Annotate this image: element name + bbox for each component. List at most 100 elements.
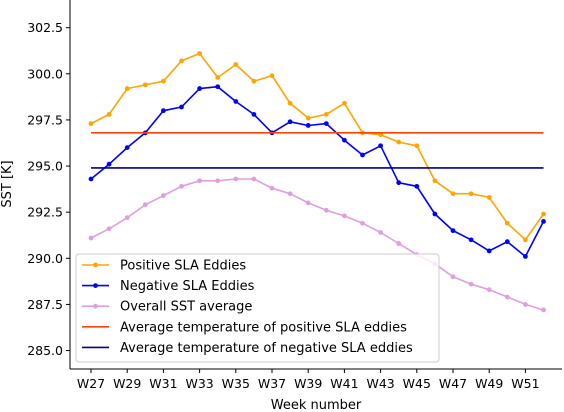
x-tick-label: W51 bbox=[511, 376, 539, 391]
x-tick-label: W39 bbox=[294, 376, 322, 391]
data-point bbox=[378, 143, 383, 149]
data-point bbox=[504, 239, 510, 245]
x-tick-label: W31 bbox=[149, 376, 177, 391]
data-point bbox=[124, 145, 130, 151]
data-point bbox=[486, 248, 492, 254]
data-point bbox=[396, 241, 402, 246]
data-point bbox=[342, 213, 347, 219]
series-0 bbox=[88, 51, 546, 243]
data-point bbox=[468, 191, 474, 197]
data-point bbox=[179, 104, 184, 110]
data-point bbox=[287, 100, 293, 106]
legend-label: Average temperature of positive SLA eddi… bbox=[120, 320, 407, 335]
legend-box bbox=[75, 253, 440, 363]
data-point bbox=[161, 193, 166, 198]
data-point bbox=[197, 86, 203, 91]
data-point bbox=[523, 254, 528, 259]
y-tick-label: 302.5 bbox=[27, 20, 63, 35]
x-tick-label: W29 bbox=[113, 376, 141, 391]
x-tick-label: W33 bbox=[185, 376, 213, 391]
data-point bbox=[269, 73, 275, 79]
data-point bbox=[124, 86, 130, 91]
data-point bbox=[504, 294, 510, 300]
data-point bbox=[161, 78, 166, 84]
series-1 bbox=[88, 84, 546, 259]
y-tick-label: 290.0 bbox=[27, 251, 63, 266]
series-2 bbox=[88, 176, 546, 313]
data-point bbox=[197, 51, 203, 56]
data-point bbox=[305, 115, 311, 121]
x-axis: W27 W29 W31 W33 W35 W37 W39 W41 W43 W45 W47 W49 W51 bbox=[70, 368, 562, 391]
legend-label: Positive SLA Eddies bbox=[120, 259, 246, 274]
data-point bbox=[360, 152, 365, 158]
data-point bbox=[106, 226, 112, 232]
y-tick-label: 285.0 bbox=[27, 343, 63, 358]
x-tick-label: W35 bbox=[222, 376, 250, 391]
data-point bbox=[432, 178, 438, 184]
data-point bbox=[323, 121, 329, 127]
legend-marker bbox=[93, 283, 98, 288]
legend-marker bbox=[93, 303, 98, 309]
data-point bbox=[106, 111, 112, 117]
plot-area bbox=[88, 51, 546, 313]
data-point bbox=[414, 183, 420, 189]
y-axis: 285.0 287.5 290.0 292.5 295.0 297.5 300.0 302.5 bbox=[27, 0, 71, 369]
data-point bbox=[251, 176, 257, 182]
data-point bbox=[179, 183, 184, 189]
data-point bbox=[432, 211, 438, 217]
x-tick-label: W37 bbox=[258, 376, 286, 391]
legend-entry: Negative SLA Eddies bbox=[82, 279, 255, 294]
data-point bbox=[414, 143, 420, 149]
data-point bbox=[450, 274, 456, 280]
data-point bbox=[450, 228, 456, 234]
data-point bbox=[486, 195, 492, 200]
data-point bbox=[396, 180, 402, 186]
y-tick-label: 300.0 bbox=[27, 66, 63, 81]
data-point bbox=[323, 207, 329, 213]
data-point bbox=[378, 230, 383, 235]
y-tick-label: 287.5 bbox=[27, 297, 63, 312]
x-tick-label: W43 bbox=[366, 376, 394, 391]
data-point bbox=[251, 78, 257, 84]
legend: Positive SLA Eddies Negative SLA Eddies Ov… bbox=[75, 253, 440, 363]
x-axis-label: Week number bbox=[271, 398, 362, 412]
data-point bbox=[88, 235, 94, 241]
data-point bbox=[523, 302, 528, 307]
data-point bbox=[106, 161, 112, 167]
data-point bbox=[360, 220, 365, 226]
data-point bbox=[179, 58, 184, 64]
data-point bbox=[504, 220, 510, 226]
y-tick-label: 295.0 bbox=[27, 159, 63, 174]
x-tick-label: W47 bbox=[439, 376, 467, 391]
data-point bbox=[342, 137, 347, 143]
data-point bbox=[142, 202, 148, 208]
data-point bbox=[396, 139, 402, 145]
data-point bbox=[541, 219, 546, 224]
data-point bbox=[88, 121, 94, 127]
legend-entry: Average temperature of positive SLA eddi… bbox=[82, 320, 407, 335]
x-tick-label: W27 bbox=[77, 376, 105, 391]
x-tick-label: W45 bbox=[403, 376, 431, 391]
x-tick-label: W49 bbox=[475, 376, 503, 391]
y-axis-label: SST [K] bbox=[0, 160, 15, 207]
series-line bbox=[90, 178, 544, 311]
data-point bbox=[541, 307, 546, 313]
legend-label: Negative SLA Eddies bbox=[120, 279, 255, 294]
legend-entry: Overall SST average bbox=[82, 300, 252, 315]
data-point bbox=[233, 176, 239, 182]
data-point bbox=[269, 185, 275, 191]
x-tick-label: W41 bbox=[330, 376, 358, 391]
data-point bbox=[323, 111, 329, 117]
series-line bbox=[90, 52, 545, 241]
data-point bbox=[305, 123, 311, 128]
data-point bbox=[305, 200, 311, 206]
legend-entry: Average temperature of negative SLA eddi… bbox=[82, 341, 413, 356]
data-point bbox=[142, 82, 148, 88]
data-point bbox=[197, 178, 203, 184]
y-tick-label: 292.5 bbox=[27, 205, 63, 220]
legend-marker bbox=[93, 262, 98, 268]
data-point bbox=[486, 287, 492, 293]
data-point bbox=[541, 211, 546, 217]
data-point bbox=[215, 75, 221, 80]
